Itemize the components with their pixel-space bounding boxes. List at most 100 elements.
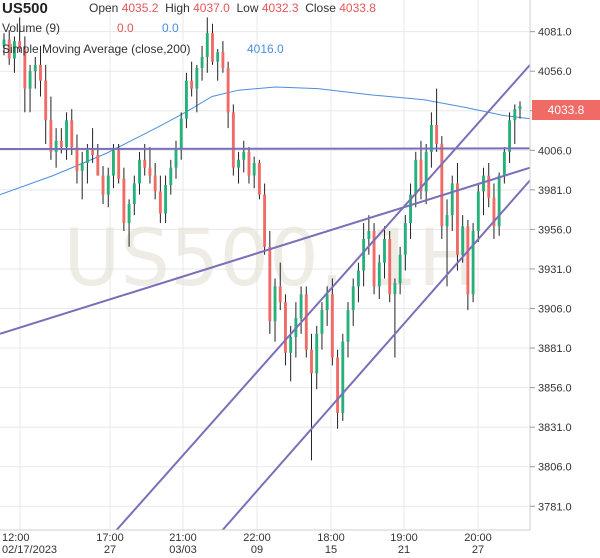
candle-body [372, 230, 376, 287]
close-value: 4033.8 [339, 1, 376, 15]
candle-body [91, 150, 95, 156]
close-label: Close [305, 1, 336, 15]
chart-header: US500 [2, 0, 48, 17]
candle-body [304, 294, 308, 350]
candle-body [70, 120, 74, 148]
candle-body [23, 49, 27, 89]
candle-body [96, 155, 100, 176]
price-tick-label: 3931.0 [538, 264, 572, 276]
sma-label: Simple Moving Average (close,200) [2, 42, 191, 56]
candle-body [49, 120, 53, 152]
candle-body [216, 52, 220, 62]
candle-body [414, 159, 418, 195]
candle-body [351, 286, 355, 311]
price-tick-label: 3781.0 [538, 501, 572, 513]
candle-body [299, 294, 303, 318]
candle-body [164, 185, 168, 214]
candle-body [346, 310, 350, 342]
candle-body [59, 140, 63, 148]
high-label: High [165, 1, 190, 15]
candle-body [226, 68, 230, 113]
candle-body [12, 41, 16, 59]
candle-body [153, 175, 157, 192]
candle-body [18, 41, 22, 50]
candle-body [393, 283, 397, 295]
candle-body [54, 140, 58, 152]
candle-body [39, 64, 42, 81]
ohlc-readout: Open 4035.2 High 4037.0 Low 4032.3 Close… [89, 1, 376, 15]
price-tick-label: 3806.0 [538, 462, 572, 474]
price-tick-label: 3856.0 [538, 383, 572, 395]
volume-label: Volume (9) [2, 21, 61, 35]
candle-body [284, 302, 287, 353]
candle-body [315, 333, 319, 374]
candle-body [127, 204, 131, 224]
candle-body [263, 194, 267, 247]
candle-body [325, 294, 329, 311]
candle-body [158, 191, 162, 214]
candle-body [85, 150, 89, 163]
candle-body [106, 175, 110, 195]
trendline[interactable] [0, 147, 531, 151]
time-tick-label: 20:00 [464, 532, 492, 544]
candle-body [476, 191, 480, 231]
candle-body [518, 106, 522, 110]
candle-body [143, 159, 147, 168]
time-axis[interactable]: 12:0002/17/202317:002721:0003/0322:00091… [0, 529, 530, 556]
candle-body [2, 39, 6, 46]
candle-body [174, 148, 178, 168]
candle-body [65, 120, 68, 148]
symbol-label[interactable]: US500 [2, 0, 48, 17]
time-tick-label: 19:00 [390, 532, 418, 544]
sma-200-line [0, 86, 531, 196]
candle-body [148, 167, 152, 176]
price-tick-label: 3956.0 [538, 224, 572, 236]
candle-body [138, 159, 141, 184]
date-tick-label: 27 [472, 544, 484, 556]
date-tick-label: 02/17/2023 [2, 544, 57, 556]
candle-body [388, 238, 392, 295]
candle-body [336, 357, 340, 413]
candle-body [320, 310, 324, 334]
volume-value-1: 0.0 [117, 21, 134, 35]
price-tick-label: 3906.0 [538, 304, 572, 316]
sma-readout[interactable]: Simple Moving Average (close,200) [2, 42, 191, 56]
candle-body [200, 56, 204, 69]
candle-body [252, 162, 256, 176]
candle-body [502, 151, 506, 176]
time-tick-label: 18:00 [317, 532, 345, 544]
price-axis[interactable]: 4081.04056.04031.04006.03981.03956.03931… [529, 0, 572, 530]
candle-body [117, 150, 121, 179]
price-tick-label: 4056.0 [538, 66, 572, 78]
candle-body [179, 118, 183, 149]
candle-body [237, 159, 240, 168]
candle-body [231, 112, 235, 168]
time-tick-label: 22:00 [243, 532, 271, 544]
volume-readout[interactable]: Volume (9) [2, 21, 60, 35]
trendlines[interactable] [0, 64, 531, 531]
candle-body [330, 294, 334, 358]
candle-body [450, 183, 454, 216]
candle-body [289, 336, 293, 353]
price-tick-label: 3881.0 [538, 343, 572, 355]
candle-body [461, 226, 465, 255]
candle-body [169, 167, 173, 186]
candle-body [44, 80, 48, 121]
price-tick-label: 4081.0 [538, 27, 572, 39]
candle-body [508, 120, 512, 152]
candle-body [356, 270, 360, 287]
candle-body [195, 68, 199, 89]
trendline[interactable] [115, 64, 531, 531]
price-tick-label: 3831.0 [538, 422, 572, 434]
low-label: Low [236, 1, 259, 15]
candle-body [122, 178, 126, 224]
candle-body [184, 80, 188, 119]
trendline[interactable] [0, 166, 531, 335]
candle-body [383, 238, 386, 263]
date-tick-label: 21 [398, 544, 410, 556]
sma-polyline [0, 86, 531, 196]
price-tick-label: 4006.0 [538, 145, 572, 157]
candle-body [398, 254, 402, 284]
trendline[interactable] [221, 179, 531, 531]
